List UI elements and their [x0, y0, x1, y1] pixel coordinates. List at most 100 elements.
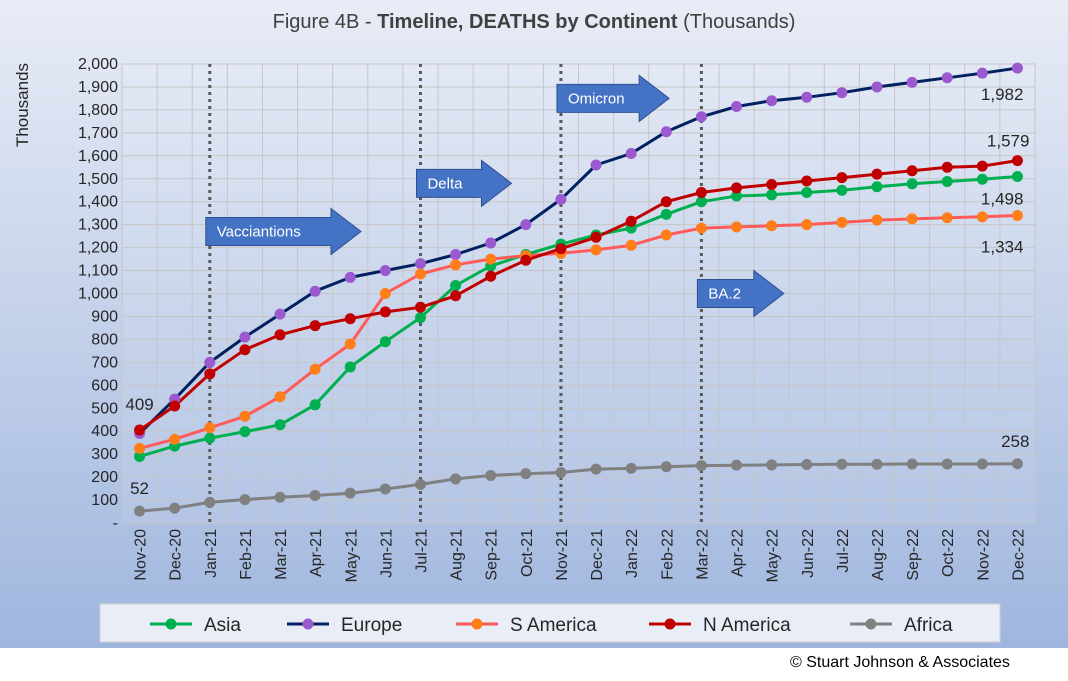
data-point-n-america — [169, 400, 181, 412]
data-point-n-america — [906, 165, 918, 177]
data-point-s-america — [134, 442, 146, 454]
x-tick-label: Apr-21 — [308, 529, 325, 577]
annotation-arrow — [415, 159, 513, 208]
data-point-n-america — [695, 187, 707, 199]
x-tick-label: Nov-20 — [133, 529, 150, 581]
data-label: 1,579 — [987, 132, 1030, 151]
data-point-asia — [414, 312, 426, 324]
data-point-asia — [239, 426, 251, 438]
data-point-europe — [625, 148, 637, 160]
legend-label: N America — [703, 615, 791, 636]
data-point-s-america — [695, 222, 707, 234]
data-point-europe — [801, 91, 813, 103]
data-point-africa — [941, 458, 953, 470]
data-point-n-america — [379, 306, 391, 318]
x-tick-label: Aug-21 — [449, 529, 466, 581]
data-point-s-america — [766, 220, 778, 232]
series-line-africa — [139, 462, 1018, 513]
data-point-europe — [695, 111, 707, 123]
data-point-s-america — [625, 239, 637, 251]
data-label: 258 — [1001, 432, 1029, 451]
data-point-africa — [414, 478, 426, 490]
legend-label: Africa — [904, 615, 953, 636]
x-tick-label: Mar-22 — [694, 529, 711, 580]
data-point-s-america — [731, 221, 743, 233]
x-tick-label: Apr-22 — [730, 529, 747, 577]
y-tick-label: 300 — [91, 446, 118, 463]
legend-entry-n-america: N America — [649, 615, 791, 636]
data-point-s-america — [450, 259, 462, 271]
annotation-label: BA.2 — [708, 286, 741, 303]
data-point-africa — [801, 458, 813, 470]
data-point-europe — [274, 308, 286, 320]
x-tick-label: Jun-22 — [800, 529, 817, 578]
data-point-europe — [414, 258, 426, 270]
x-tick-label: Nov-22 — [975, 529, 992, 581]
y-tick-label: 400 — [91, 423, 118, 440]
data-point-asia — [274, 419, 286, 431]
data-point-asia — [941, 176, 953, 188]
data-point-n-america — [309, 320, 321, 332]
x-tick-label: Feb-22 — [659, 529, 676, 580]
series-line-n-america — [138, 159, 1018, 432]
y-tick-label: 2,000 — [78, 56, 118, 73]
data-point-africa — [660, 461, 672, 473]
annotation-label: Delta — [427, 175, 463, 192]
x-tick-label: Jun-21 — [378, 529, 395, 578]
y-tick-label: 1,500 — [78, 171, 118, 188]
data-point-asia — [871, 181, 883, 193]
data-point-europe — [871, 81, 883, 93]
data-point-n-america — [134, 424, 146, 436]
data-point-europe — [204, 356, 216, 368]
y-tick-label: 800 — [91, 331, 118, 348]
data-point-s-america — [344, 338, 356, 350]
data-point-asia — [450, 279, 462, 291]
y-axis-label: Thousands — [13, 63, 32, 147]
y-tick-label: 600 — [91, 377, 118, 394]
data-point-asia — [906, 178, 918, 190]
y-tick-label: 700 — [91, 354, 118, 371]
data-point-s-america — [871, 214, 883, 226]
data-point-asia — [134, 450, 146, 462]
y-tick-label: - — [113, 515, 118, 532]
x-tick-label: Dec-21 — [589, 529, 606, 581]
x-tick-label: Jul-22 — [835, 529, 852, 573]
data-point-asia — [695, 196, 707, 208]
legend-label: S America — [510, 615, 597, 636]
chart-background — [0, 0, 1068, 648]
data-point-n-america — [941, 161, 953, 173]
x-tick-label: Aug-22 — [870, 529, 887, 581]
x-tick-label: Jul-21 — [413, 529, 430, 573]
data-point-asia — [379, 336, 391, 348]
data-point-europe — [731, 100, 743, 112]
data-point-s-america — [836, 216, 848, 228]
data-point-asia — [976, 173, 988, 185]
annotation-arrow — [696, 269, 785, 318]
data-point-asia — [731, 190, 743, 202]
data-point-africa — [485, 469, 497, 481]
y-tick-label: 1,200 — [78, 240, 118, 257]
y-tick-label: 100 — [91, 492, 118, 509]
y-tick-label: 1,000 — [78, 286, 118, 303]
x-tick-label: May-22 — [765, 529, 782, 582]
data-point-s-america — [414, 268, 426, 280]
data-point-europe — [309, 285, 321, 297]
data-point-n-america — [485, 270, 497, 282]
data-point-africa — [695, 460, 707, 472]
data-label: 1,498 — [981, 189, 1024, 208]
data-point-n-america — [836, 172, 848, 184]
data-point-n-america — [274, 329, 286, 341]
data-point-s-america — [379, 288, 391, 299]
data-point-s-america — [590, 244, 602, 256]
data-point-asia — [1011, 170, 1023, 182]
legend-entry-asia: Asia — [150, 615, 241, 636]
data-point-asia — [660, 208, 672, 220]
data-point-europe — [485, 237, 497, 249]
data-point-europe — [379, 265, 391, 277]
data-point-asia — [344, 361, 356, 373]
data-point-s-america — [169, 433, 181, 445]
x-tick-label: Nov-21 — [554, 529, 571, 581]
data-point-s-america — [239, 410, 251, 422]
data-point-asia — [204, 432, 216, 444]
